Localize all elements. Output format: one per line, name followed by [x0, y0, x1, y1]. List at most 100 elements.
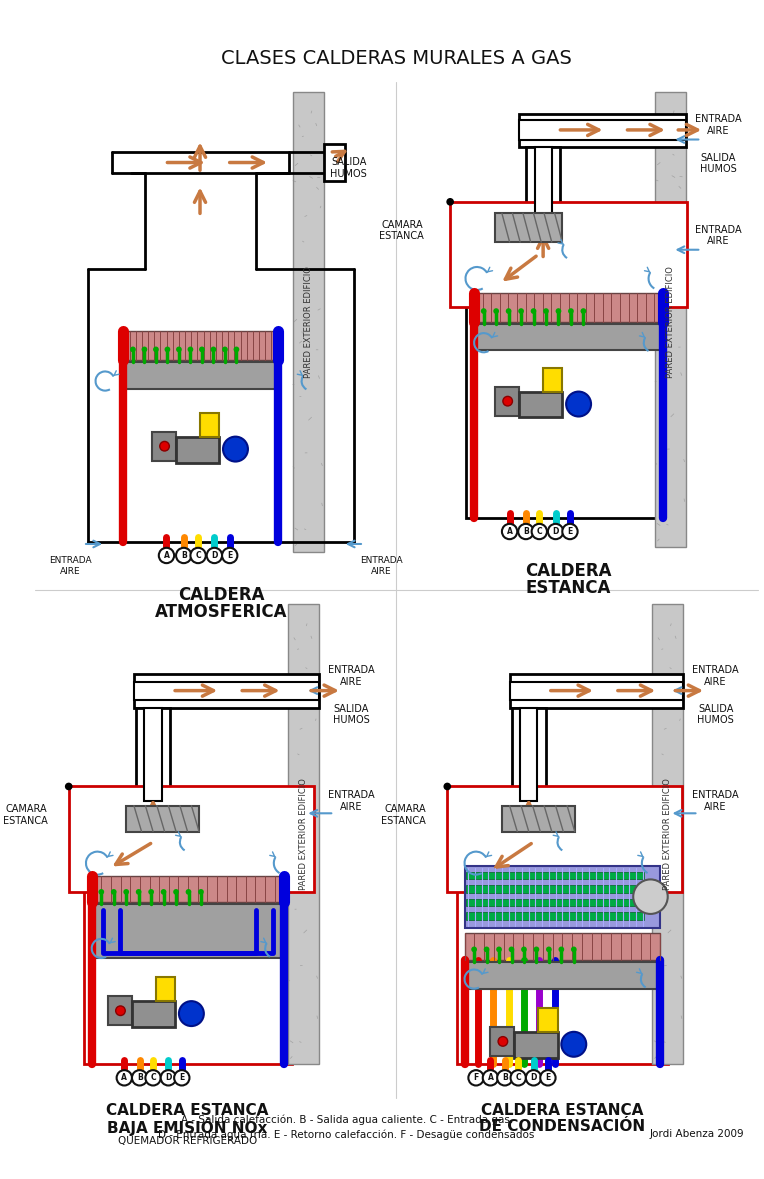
Text: ENTRADA
AIRE: ENTRADA AIRE: [328, 790, 375, 811]
Circle shape: [566, 391, 591, 416]
Text: Jordi Abenza 2009: Jordi Abenza 2009: [649, 1129, 744, 1139]
Circle shape: [65, 783, 73, 790]
Text: B: B: [502, 1073, 507, 1082]
Bar: [123, 362, 277, 389]
Circle shape: [173, 889, 179, 895]
Bar: [200, 413, 219, 436]
Bar: [152, 432, 176, 461]
Circle shape: [496, 947, 502, 953]
Bar: [92, 876, 284, 902]
Text: D: D: [211, 551, 218, 560]
Bar: [465, 933, 660, 960]
Circle shape: [176, 347, 182, 353]
Bar: [510, 674, 683, 707]
Circle shape: [159, 548, 174, 564]
Circle shape: [186, 889, 192, 895]
Bar: [126, 805, 199, 831]
Bar: [539, 1008, 558, 1032]
Circle shape: [546, 947, 552, 953]
Circle shape: [234, 347, 239, 353]
Text: E: E: [180, 1073, 184, 1082]
Text: DE CONDENSACIÓN: DE CONDENSACIÓN: [479, 1119, 646, 1134]
Text: CALDERA: CALDERA: [178, 586, 264, 604]
Circle shape: [494, 308, 499, 314]
Text: SALIDA
HUMOS: SALIDA HUMOS: [330, 158, 367, 179]
Bar: [535, 147, 552, 236]
Text: E: E: [227, 551, 232, 560]
Circle shape: [160, 1071, 176, 1086]
Circle shape: [222, 347, 228, 353]
Circle shape: [222, 548, 238, 564]
Circle shape: [532, 523, 547, 539]
Circle shape: [132, 1071, 147, 1086]
Text: B: B: [181, 551, 186, 560]
Circle shape: [148, 889, 154, 895]
Text: ENTRADA
AIRE: ENTRADA AIRE: [50, 556, 92, 575]
Text: ATMOSFERICA: ATMOSFERICA: [155, 602, 287, 621]
Text: ENTRADA
AIRE: ENTRADA AIRE: [692, 790, 739, 811]
Bar: [467, 871, 644, 880]
Text: ENTRADA
AIRE: ENTRADA AIRE: [692, 665, 739, 687]
Text: A: A: [163, 551, 170, 560]
Bar: [447, 786, 682, 891]
Bar: [652, 605, 683, 1065]
Bar: [324, 144, 345, 180]
Circle shape: [568, 308, 574, 314]
Text: B: B: [137, 1073, 143, 1082]
Circle shape: [187, 347, 193, 353]
Text: CAMARA
ESTANCA: CAMARA ESTANCA: [379, 219, 423, 242]
Circle shape: [531, 308, 536, 314]
Circle shape: [548, 523, 563, 539]
Circle shape: [518, 523, 533, 539]
Text: A: A: [487, 1073, 494, 1082]
Text: E: E: [568, 527, 572, 536]
Bar: [512, 707, 546, 801]
Text: CLASES CALDERAS MURALES A GAS: CLASES CALDERAS MURALES A GAS: [221, 48, 572, 67]
Text: SALIDA
HUMOS: SALIDA HUMOS: [700, 152, 737, 174]
Circle shape: [509, 947, 514, 953]
Circle shape: [198, 889, 204, 895]
Bar: [69, 786, 314, 891]
Text: C: C: [536, 527, 542, 536]
Circle shape: [190, 548, 206, 564]
Text: SALIDA
HUMOS: SALIDA HUMOS: [698, 704, 734, 725]
Circle shape: [533, 947, 539, 953]
Bar: [520, 120, 686, 139]
Text: ENTRADA
AIRE: ENTRADA AIRE: [695, 224, 742, 246]
Circle shape: [562, 1032, 586, 1056]
Bar: [176, 436, 219, 462]
Circle shape: [160, 889, 167, 895]
Circle shape: [483, 1071, 498, 1086]
Circle shape: [99, 889, 104, 895]
Bar: [467, 885, 644, 893]
Circle shape: [503, 396, 513, 406]
Bar: [134, 681, 319, 700]
Circle shape: [141, 347, 147, 353]
Bar: [288, 605, 319, 1065]
Text: CAMARA
ESTANCA: CAMARA ESTANCA: [381, 804, 426, 826]
Circle shape: [160, 441, 170, 452]
Bar: [520, 113, 686, 147]
Circle shape: [176, 548, 192, 564]
Circle shape: [443, 783, 451, 790]
Bar: [656, 92, 686, 547]
Bar: [495, 387, 520, 415]
Text: A: A: [121, 1073, 128, 1082]
Text: A: A: [507, 527, 513, 536]
Circle shape: [199, 347, 205, 353]
Circle shape: [123, 889, 129, 895]
Text: BAJA EMISIÓN NOx: BAJA EMISIÓN NOx: [108, 1118, 267, 1135]
Circle shape: [211, 347, 216, 353]
Bar: [465, 962, 660, 989]
Circle shape: [130, 347, 136, 353]
Text: CALDERA: CALDERA: [525, 562, 611, 580]
Bar: [520, 391, 562, 417]
Bar: [144, 707, 162, 801]
Text: CALDERA ESTANCA: CALDERA ESTANCA: [106, 1102, 269, 1118]
Text: C: C: [151, 1073, 156, 1082]
Circle shape: [117, 1071, 132, 1086]
Circle shape: [179, 1001, 204, 1026]
Circle shape: [481, 308, 487, 314]
Circle shape: [223, 436, 248, 461]
Text: SALIDA
HUMOS: SALIDA HUMOS: [333, 704, 370, 725]
